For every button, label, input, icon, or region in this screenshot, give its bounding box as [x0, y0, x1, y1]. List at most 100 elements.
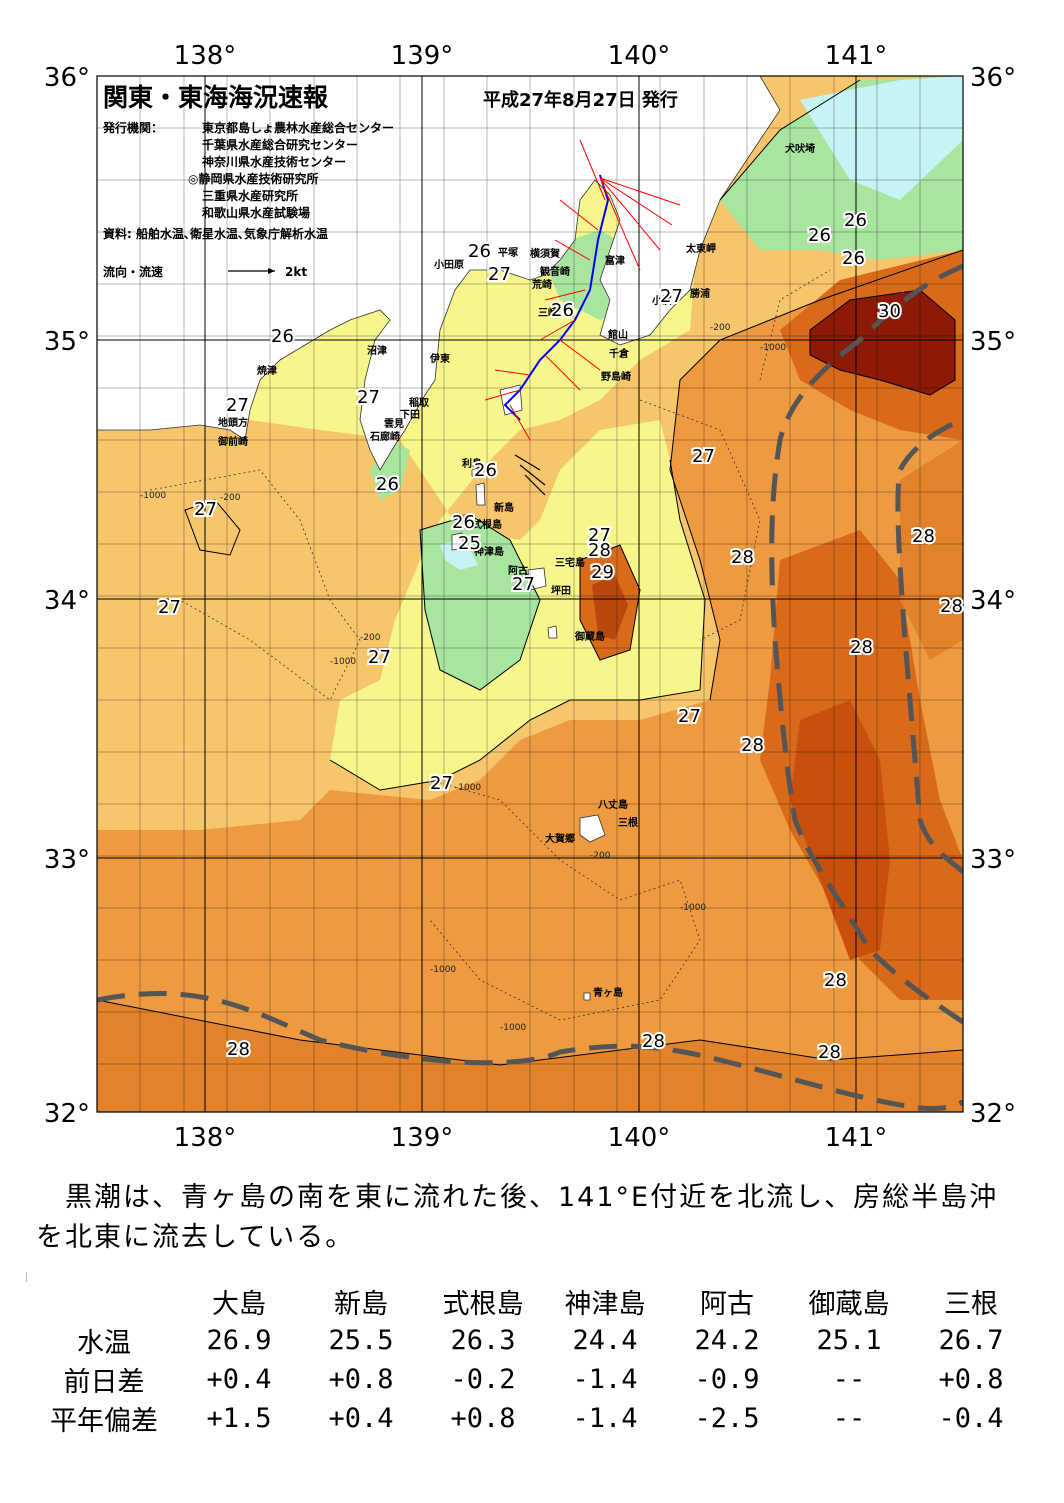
table-cell: 25.5: [328, 1325, 394, 1356]
place-label: 小田原: [433, 258, 464, 271]
place-label: 平塚: [498, 246, 518, 259]
lon-label: 140°: [608, 1123, 671, 1153]
left-tick: [26, 1272, 27, 1282]
kuroshio-summary: 黒潮は、青ヶ島の南を東に流れた後、141°E付近を北流し、房総半島沖を北東に流去…: [36, 1182, 999, 1253]
depth-label: -200: [360, 633, 381, 643]
column-header: 式根島: [442, 1289, 524, 1320]
depth-label: -1000: [680, 903, 706, 913]
row-header: 水温: [77, 1328, 131, 1359]
zone-28-east: [900, 440, 963, 660]
place-label: 稲取: [409, 396, 430, 409]
lat-label: 36°: [44, 63, 90, 93]
land: [97, 76, 781, 1001]
isotherm-label: 27: [692, 446, 715, 467]
table-cell: -2.5: [694, 1403, 760, 1434]
table-cell: +1.5: [206, 1403, 272, 1434]
isotherm-label: 28: [741, 735, 764, 756]
zone-28: [97, 250, 963, 1112]
isotherm-label: 28: [588, 540, 611, 561]
isotherm-label: 27: [226, 395, 249, 416]
lon-labels-bottom: 138° 139° 140° 141°: [174, 1123, 888, 1153]
lon-label: 139°: [391, 41, 454, 71]
table-cell: 24.2: [694, 1325, 760, 1356]
place-label: 三宅島: [555, 556, 585, 569]
isotherm-label: 25: [458, 533, 481, 554]
isotherm-label: 28: [227, 1039, 250, 1060]
table-row: 水温 26.9 25.5 26.3 24.4 24.2 25.1 26.7: [30, 1321, 1032, 1360]
lon-label: 140°: [608, 41, 671, 71]
island-temperature-table: 大島 新島 式根島 神津島 阿古 御蔵島 三根 水温 26.9 25.5 26.…: [30, 1282, 1032, 1438]
lat-label: 34°: [44, 586, 90, 616]
table-cell: -0.4: [938, 1403, 1004, 1434]
kozushima-island: [451, 532, 465, 551]
zone-24-boso: [800, 76, 963, 200]
isotherm-label: 27: [660, 286, 683, 307]
ship-track: [503, 174, 610, 421]
isotherm-label: 27: [368, 647, 391, 668]
column-header: 大島: [212, 1289, 266, 1320]
place-label: 犬吠埼: [785, 142, 815, 155]
publisher: 和歌山県水産試験場: [201, 205, 310, 220]
table-cell: 26.7: [938, 1325, 1004, 1356]
place-label: 利島: [462, 457, 482, 470]
table-cell: +0.8: [450, 1403, 516, 1434]
current-vectors: [484, 139, 681, 441]
data-sources: 資料: 船舶水温､衛星水温､気象庁解析水温: [103, 226, 328, 241]
publisher: ◎静岡県水産技術研究所: [188, 171, 318, 186]
place-label: 三根: [618, 816, 638, 829]
table-cell: 26.9: [206, 1325, 272, 1356]
depth-label: -1000: [330, 657, 356, 667]
table-cell: 26.3: [450, 1325, 516, 1356]
place-label: 八丈島: [597, 798, 628, 811]
place-names: 犬吠埼 太東岬 勝浦 小湊 館山 千倉 野島崎 富津 横須賀 観音崎 荒崎 三崎…: [217, 142, 815, 999]
table-cell: +0.4: [206, 1364, 272, 1395]
place-label: 青ヶ島: [593, 986, 623, 999]
zone-29-miyake-core: [592, 575, 628, 640]
place-label: 伊東: [429, 352, 450, 365]
column-header: 新島: [334, 1289, 388, 1320]
place-label: 阿古: [508, 564, 528, 577]
map-title: 関東・東海海況速報: [103, 83, 329, 112]
lon-label: 139°: [391, 1123, 454, 1153]
zone-24-kozu: [440, 538, 478, 570]
lat-labels-left: 36° 35° 34° 33° 32°: [44, 63, 90, 1129]
place-label: 勝浦: [690, 287, 710, 300]
current-legend-label: 流向・流速: [103, 264, 163, 279]
table-cell: +0.8: [328, 1364, 394, 1395]
isotherm-label: 27: [488, 264, 511, 285]
lat-label: 34°: [970, 586, 1016, 616]
lat-label: 32°: [44, 1099, 90, 1129]
isotherm-label: 28: [912, 526, 935, 547]
place-label: 雲見: [384, 418, 404, 430]
place-label: 沼津: [367, 344, 387, 357]
isotherm-label: 28: [642, 1031, 665, 1052]
place-label: 焼津: [257, 364, 277, 377]
table-cell: 25.1: [816, 1325, 882, 1356]
isotherm-label: 26: [842, 248, 865, 269]
table-cell: -0.2: [450, 1364, 516, 1395]
isotherm-label: 27: [158, 597, 181, 618]
isotherm-label: 27: [678, 706, 701, 727]
isotherm-label: 28: [912, 526, 935, 547]
table-cell: --: [832, 1403, 866, 1434]
column-header: 御蔵島: [808, 1289, 890, 1320]
place-label: 神津島: [474, 545, 504, 558]
kuroshio-axis: [97, 263, 963, 1111]
zone-29-core: [790, 700, 890, 960]
honshu-land: [97, 76, 781, 471]
toshima-island: [471, 467, 479, 477]
isotherm-labels: 25 26 26 26 26 26 26 26 26 26 27 27 27 2…: [156, 208, 965, 1065]
place-label: 観音崎: [540, 265, 570, 278]
depth-labels: -1000 -1000 -1000 -1000 -1000 -1000 -100…: [140, 323, 786, 1033]
mikurajima-island: [547, 625, 558, 639]
current-vectors-black: [514, 454, 546, 496]
depth-label: -1000: [760, 343, 786, 353]
lat-labels-right: 36° 35° 34° 33° 32°: [970, 63, 1016, 1129]
place-label: 大賀郷: [545, 832, 575, 845]
zone-28-dark: [97, 1000, 963, 1112]
depth-label: -1000: [455, 783, 481, 793]
row-header: 前日差: [63, 1367, 145, 1398]
plot-frame: [96, 75, 964, 1113]
column-header: 三根: [944, 1289, 998, 1320]
place-label: 太東岬: [685, 242, 716, 255]
